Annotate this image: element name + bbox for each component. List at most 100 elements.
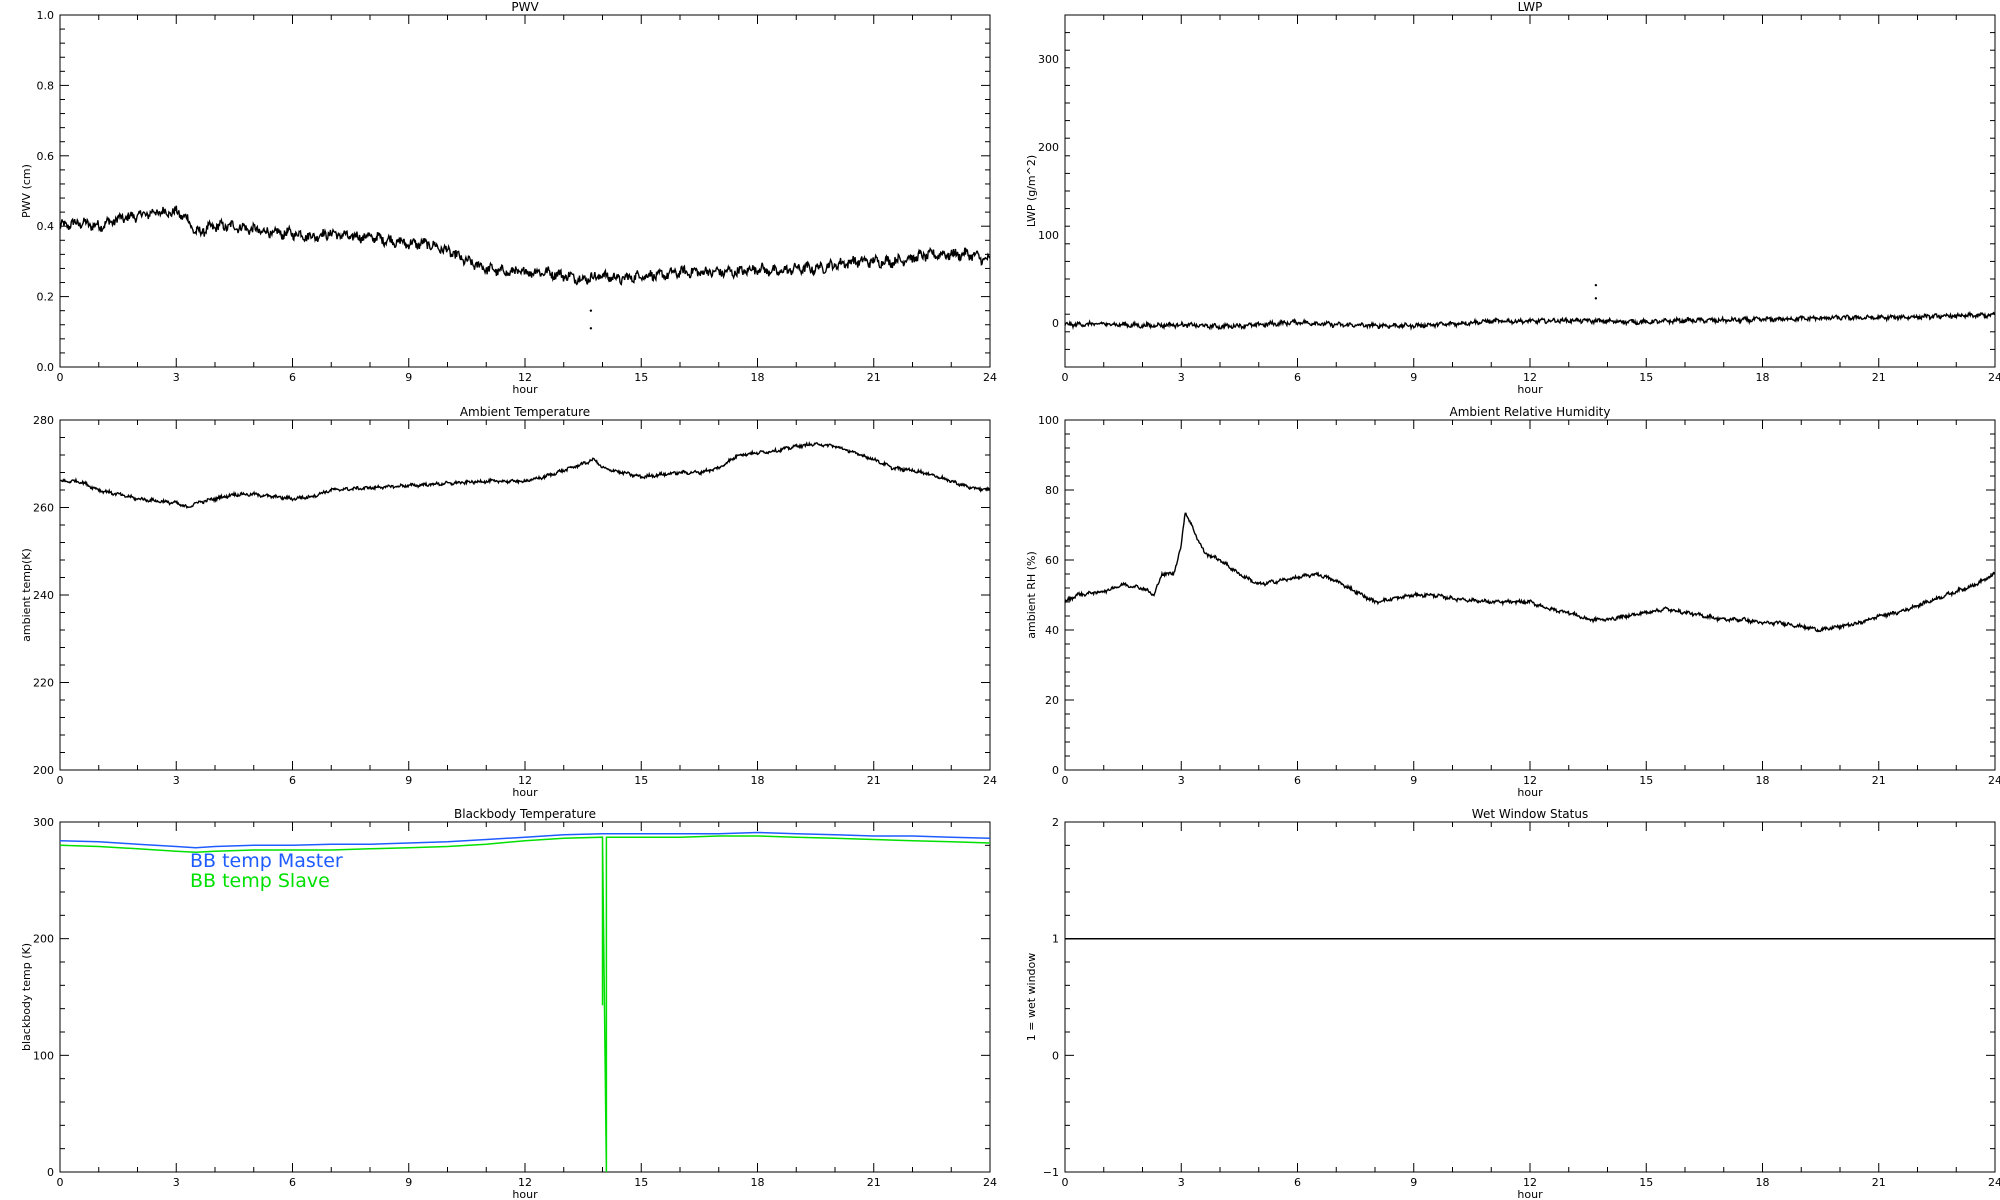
x-axis-label: hour <box>1517 786 1543 799</box>
y-tick-label: 100 <box>1038 229 1059 242</box>
x-tick-label: 15 <box>1639 1176 1653 1189</box>
x-axis-label: hour <box>512 786 538 799</box>
chart-title: Wet Window Status <box>1472 807 1588 821</box>
x-axis-label: hour <box>512 383 538 396</box>
x-tick-label: 3 <box>1178 774 1185 787</box>
x-tick-label: 12 <box>1523 371 1537 384</box>
x-tick-label: 0 <box>57 774 64 787</box>
x-tick-label: 9 <box>1410 371 1417 384</box>
x-tick-label: 18 <box>751 1176 765 1189</box>
chart-title: Blackbody Temperature <box>454 807 596 821</box>
chart-lwp: LWP 0 3 6 9 12 15 18 21 24 hour 0 100 200 300 LWP (g/m^… <box>1025 0 2000 396</box>
x-tick-label: 15 <box>634 371 648 384</box>
x-tick-label: 0 <box>1062 1176 1069 1189</box>
y-tick-label: 200 <box>33 933 54 946</box>
y-axis-label: LWP (g/m^2) <box>1025 155 1038 227</box>
x-tick-label: 21 <box>867 1176 881 1189</box>
x-tick-label: 9 <box>405 774 412 787</box>
y-tick-label: 300 <box>1038 53 1059 66</box>
x-tick-label: 12 <box>1523 774 1537 787</box>
plot-frame <box>1064 419 1996 771</box>
y-tick-label: 0.0 <box>37 361 55 374</box>
data-point <box>1594 297 1598 300</box>
x-tick-label: 18 <box>1756 774 1770 787</box>
x-tick-label: 18 <box>1756 1176 1770 1189</box>
y-tick-label: 100 <box>1038 414 1059 427</box>
legend-entry: BB temp Master <box>190 850 343 872</box>
x-tick-label: 24 <box>983 774 997 787</box>
x-tick-label: 3 <box>173 371 180 384</box>
x-tick-label: 21 <box>867 371 881 384</box>
y-tick-label: 0.8 <box>37 79 55 92</box>
y-tick-label: 0.6 <box>37 150 55 163</box>
x-tick-label: 6 <box>289 371 296 384</box>
series-0-line <box>1065 310 1995 332</box>
plot-area <box>60 205 990 330</box>
x-tick-label: 24 <box>1988 1176 2000 1189</box>
x-tick-label: 9 <box>405 1176 412 1189</box>
y-tick-label: 260 <box>33 502 54 515</box>
y-axis-label: blackbody temp (K) <box>20 943 33 1051</box>
y-tick-label: 280 <box>33 414 54 427</box>
y-tick-label: 40 <box>1045 624 1059 637</box>
x-tick-label: 3 <box>173 1176 180 1189</box>
x-tick-label: 6 <box>289 774 296 787</box>
x-tick-label: 3 <box>173 774 180 787</box>
chart-title: Ambient Temperature <box>460 405 590 419</box>
x-tick-label: 24 <box>983 1176 997 1189</box>
x-tick-label: 6 <box>1294 774 1301 787</box>
x-tick-label: 3 <box>1178 371 1185 384</box>
data-point <box>589 327 593 330</box>
x-tick-label: 24 <box>983 371 997 384</box>
y-tick-label: 20 <box>1045 694 1059 707</box>
plot-frame <box>1064 14 1996 368</box>
y-tick-label: 100 <box>33 1049 54 1062</box>
x-tick-label: 12 <box>518 1176 532 1189</box>
x-tick-label: 21 <box>1872 774 1886 787</box>
x-tick-label: 24 <box>1988 371 2000 384</box>
plot-frame <box>1064 821 1996 1173</box>
y-tick-label: 1.0 <box>37 9 55 22</box>
x-tick-label: 12 <box>518 371 532 384</box>
x-tick-label: 15 <box>634 1176 648 1189</box>
y-tick-label: 60 <box>1045 554 1059 567</box>
chart-title: Ambient Relative Humidity <box>1450 405 1611 419</box>
x-tick-label: 12 <box>518 774 532 787</box>
plot-area <box>1065 283 1995 332</box>
chart-title: PWV <box>511 0 539 14</box>
x-tick-label: 9 <box>1410 774 1417 787</box>
chart-ambient-temperature: Ambient Temperature 0 3 6 9 12 15 18 21 24 hour 200… <box>20 405 997 799</box>
y-axis-label: 1 = wet window <box>1025 953 1038 1042</box>
legend-entry: BB temp Slave <box>190 870 330 892</box>
y-tick-label: −1 <box>1043 1166 1059 1179</box>
series-0-line <box>60 205 990 286</box>
y-tick-label: 0 <box>1052 317 1059 330</box>
x-tick-label: 15 <box>634 774 648 787</box>
x-tick-label: 21 <box>867 774 881 787</box>
y-axis-label: ambient RH (%) <box>1025 551 1038 639</box>
x-tick-label: 0 <box>57 371 64 384</box>
x-tick-label: 18 <box>751 774 765 787</box>
series-bb-temp-slave-line <box>60 835 990 1172</box>
x-tick-label: 12 <box>1523 1176 1537 1189</box>
y-tick-label: 0 <box>47 1166 54 1179</box>
x-tick-label: 0 <box>57 1176 64 1189</box>
y-tick-label: 0.2 <box>37 291 55 304</box>
x-tick-label: 6 <box>1294 1176 1301 1189</box>
plot-area <box>60 440 990 509</box>
y-tick-label: 220 <box>33 677 54 690</box>
data-point <box>1594 283 1598 287</box>
plot-frame <box>59 14 991 368</box>
x-tick-label: 6 <box>1294 371 1301 384</box>
x-tick-label: 3 <box>1178 1176 1185 1189</box>
series-0-line <box>60 440 990 509</box>
x-tick-label: 6 <box>289 1176 296 1189</box>
x-tick-label: 15 <box>1639 371 1653 384</box>
x-tick-label: 21 <box>1872 371 1886 384</box>
y-tick-label: 0 <box>1052 764 1059 777</box>
y-tick-label: 80 <box>1045 484 1059 497</box>
chart-ambient-relative-humidity: Ambient Relative Humidity 0 3 6 9 12 15 18 21 24 h… <box>1025 405 2000 799</box>
y-tick-label: 300 <box>33 816 54 829</box>
